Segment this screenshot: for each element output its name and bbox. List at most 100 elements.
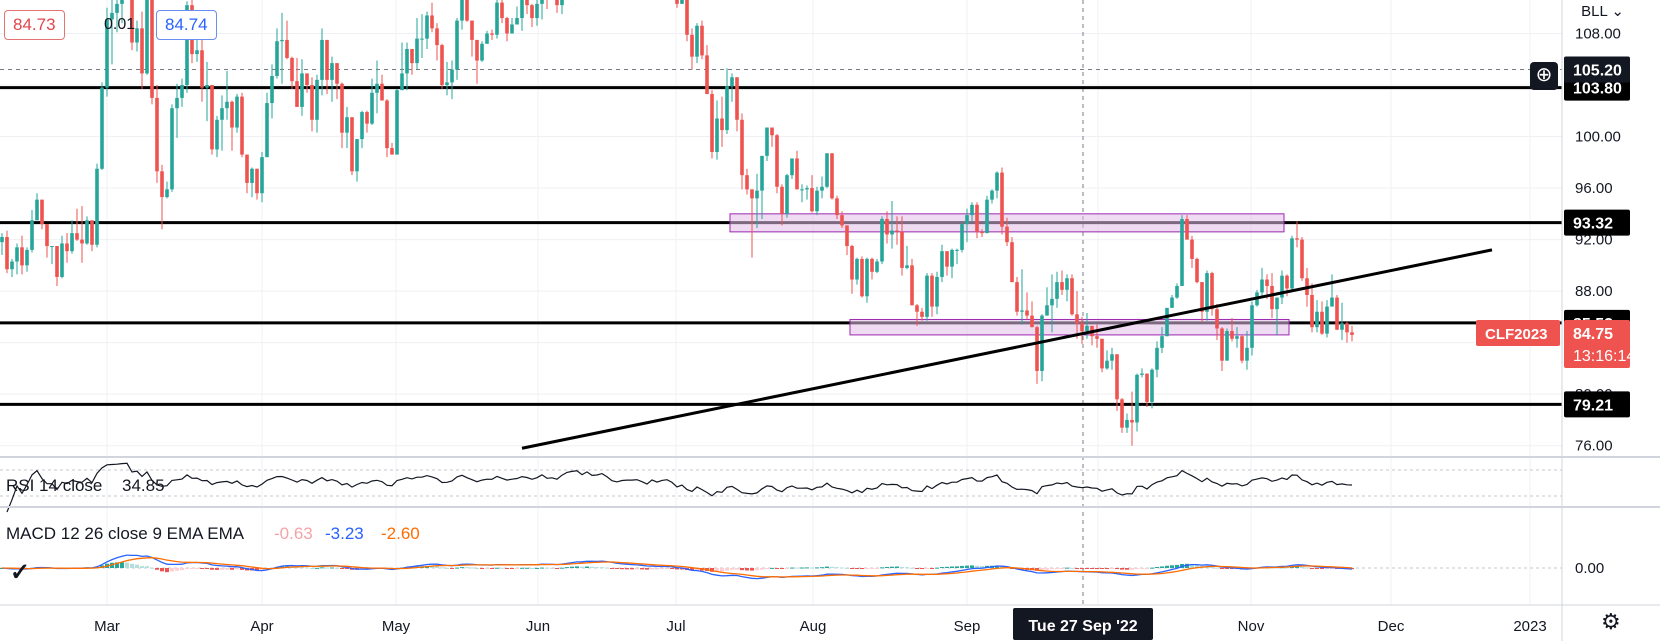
candle-body — [220, 108, 224, 120]
candle-body — [180, 85, 184, 98]
macd-histogram-bar — [1285, 567, 1289, 569]
macd-histogram-bar — [765, 568, 769, 569]
macd-line — [1, 554, 1353, 580]
macd-histogram-bar — [495, 567, 499, 569]
candle-body — [45, 224, 49, 247]
macd-histogram-bar — [1160, 566, 1164, 568]
macd-histogram-bar — [330, 567, 334, 569]
macd-histogram-bar — [695, 568, 699, 571]
candle-body — [1285, 275, 1289, 289]
macd-histogram-bar — [935, 567, 939, 569]
macd-histogram-bar — [815, 567, 819, 569]
macd-histogram-bar — [445, 567, 449, 569]
trendline[interactable] — [521, 248, 1493, 450]
macd-histogram-bar — [1220, 568, 1224, 569]
candle-body — [1135, 374, 1139, 423]
macd-zero-tick: 0.00 — [1575, 560, 1604, 577]
candle-body — [800, 189, 804, 191]
macd-histogram-bar — [485, 568, 489, 569]
candle-body — [345, 117, 349, 133]
macd-histogram-bar — [680, 568, 684, 570]
macd-histogram-bar — [555, 568, 559, 569]
macd-histogram-bar — [900, 566, 904, 568]
macd-histogram-bar — [845, 567, 849, 569]
macd-histogram-bar — [580, 566, 584, 568]
bid-price[interactable]: 84.73 — [4, 10, 65, 40]
macd-histogram-bar — [760, 568, 764, 570]
macd-histogram-bar — [540, 567, 544, 569]
macd-histogram-bar — [1140, 568, 1144, 569]
macd-histogram-bar — [225, 568, 229, 570]
macd-histogram-bar — [185, 568, 189, 569]
macd-histogram-bar — [1330, 568, 1334, 569]
symbol-tag: CLF2023 — [1485, 326, 1548, 343]
grid — [0, 0, 1562, 605]
macd-histogram-bar — [160, 568, 164, 572]
macd-histogram-bar — [710, 568, 714, 572]
candle-body — [1300, 239, 1304, 279]
y-tick-label: 76.00 — [1575, 438, 1613, 455]
candle-body — [430, 15, 434, 29]
macd-histogram-bar — [1190, 564, 1194, 568]
candle-body — [275, 41, 279, 76]
candle-body — [205, 85, 209, 88]
macd-histogram-bar — [300, 567, 304, 569]
candle-body — [85, 220, 89, 244]
y-tick-label: 100.00 — [1575, 129, 1621, 146]
macd-histogram-bar — [475, 567, 479, 569]
level-price-label-bg — [1564, 391, 1630, 418]
macd-histogram-bar — [650, 568, 654, 570]
candle-body — [840, 215, 844, 226]
candle-body — [675, 0, 679, 4]
macd-histogram-bar — [515, 568, 519, 569]
candle-body — [170, 108, 174, 190]
macd-histogram-bar — [150, 567, 154, 569]
last-price-label: 84.75 — [1573, 326, 1613, 343]
candle-body — [1075, 314, 1079, 324]
macd-histogram-bar — [1210, 566, 1214, 568]
ask-price[interactable]: 84.74 — [156, 10, 217, 40]
candle-body — [815, 190, 819, 212]
candle-body — [1190, 239, 1194, 259]
symbol-selector[interactable]: BLL ⌄ — [1581, 2, 1624, 20]
candle-body — [1145, 373, 1149, 402]
candle-body — [1265, 279, 1269, 286]
candle-body — [1310, 294, 1314, 328]
candle-body — [765, 127, 769, 156]
macd-histogram-bar — [1305, 567, 1309, 569]
macd-histogram-bar — [1170, 565, 1174, 568]
candle-body — [20, 247, 24, 266]
candle-body — [230, 101, 234, 128]
candle-body — [400, 73, 404, 91]
candle-body — [15, 247, 19, 262]
macd-histogram-bar — [1185, 563, 1189, 568]
macd-histogram-bar — [435, 566, 439, 568]
add-alert-plus-icon[interactable]: ⊕ — [1530, 62, 1558, 90]
candle-body — [860, 258, 864, 297]
candle-body — [480, 43, 484, 61]
macd-histogram-bar — [520, 567, 524, 569]
candle-body — [1035, 327, 1039, 371]
y-tick-label: 96.00 — [1575, 180, 1613, 197]
candle-body — [520, 0, 524, 19]
spread-value: 0.01 — [104, 16, 136, 33]
macd-histogram-bar — [310, 567, 314, 569]
candle-body — [1005, 226, 1009, 243]
candle-body — [265, 103, 269, 158]
candle-body — [560, 0, 564, 6]
macd-histogram-bar — [955, 566, 959, 568]
candle-body — [695, 25, 699, 57]
macd-histogram-bar — [740, 568, 744, 571]
crosshair-date-label: Tue 27 Sep '22 — [1028, 618, 1137, 635]
macd-histogram-bar — [525, 567, 529, 569]
candle-body — [365, 112, 369, 124]
candle-body — [245, 154, 249, 183]
candle-body — [500, 2, 504, 19]
macd-histogram-bar — [810, 567, 814, 569]
candle-body — [1000, 172, 1004, 227]
gear-icon[interactable]: ⚙ — [1601, 609, 1621, 634]
macd-histogram-bar — [755, 568, 759, 571]
candle-body — [515, 18, 519, 25]
candle-body — [525, 0, 529, 6]
